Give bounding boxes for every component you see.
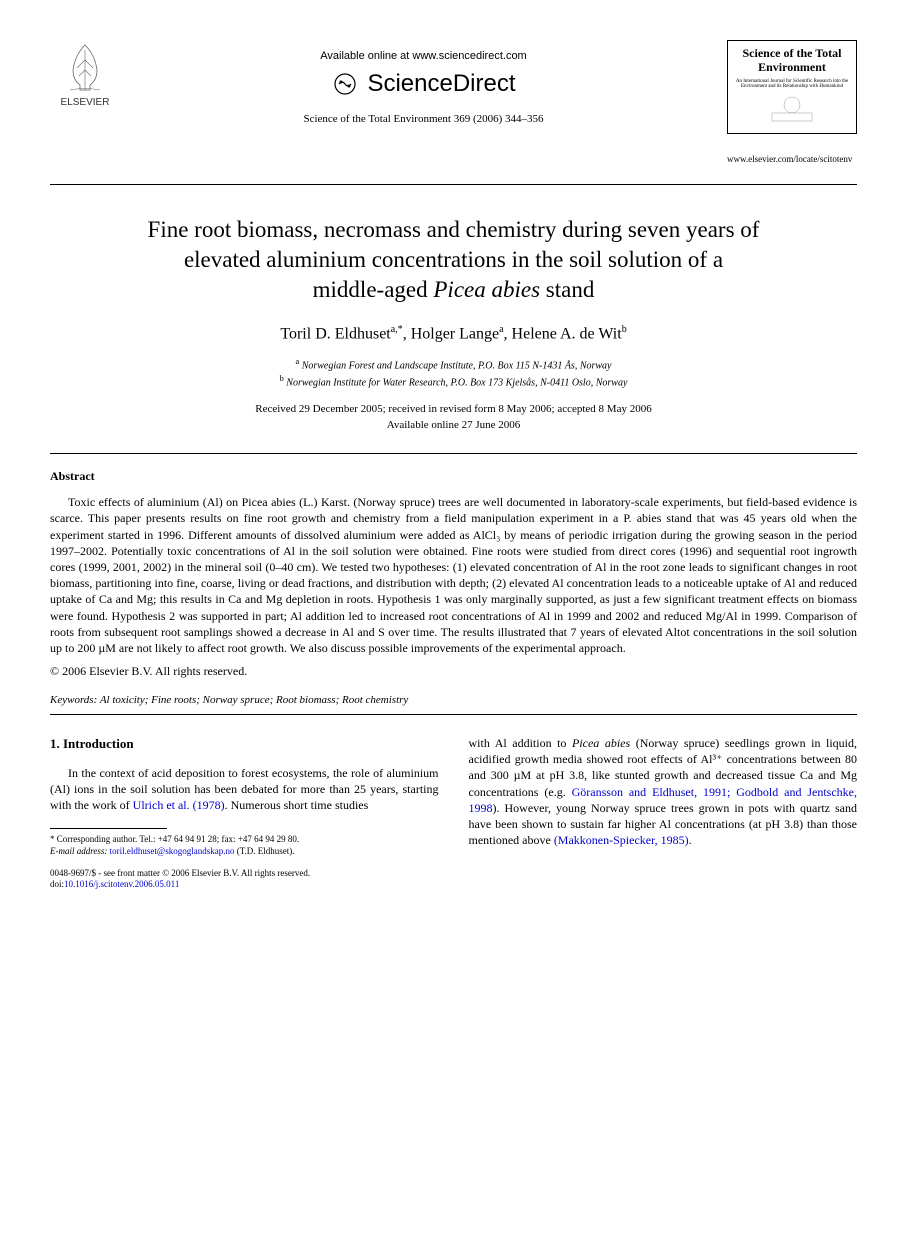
journal-citation: Science of the Total Environment 369 (20… <box>140 113 707 125</box>
journal-url: www.elsevier.com/locate/scitotenv <box>727 154 857 164</box>
column-left: 1. Introduction In the context of acid d… <box>50 735 439 891</box>
keywords-line: Keywords: Al toxicity; Fine roots; Norwa… <box>50 694 857 706</box>
title-line1: Fine root biomass, necromass and chemist… <box>148 217 760 242</box>
article-dates: Received 29 December 2005; received in r… <box>50 402 857 433</box>
center-header: Available online at www.sciencedirect.co… <box>120 40 727 125</box>
footnote-email-label: E-mail address: <box>50 846 107 856</box>
doi-block: 0048-9697/$ - see front matter © 2006 El… <box>50 868 439 891</box>
title-line2: elevated aluminium concentrations in the… <box>184 247 723 272</box>
right-header-block: Science of the Total Environment An Inte… <box>727 40 857 164</box>
dates-line1: Received 29 December 2005; received in r… <box>255 403 651 415</box>
abstract-separator-top <box>50 453 857 454</box>
author-2-sup: a <box>499 324 503 335</box>
doi-label: doi: <box>50 879 64 889</box>
article-title: Fine root biomass, necromass and chemist… <box>50 215 857 305</box>
abstract-separator-bottom <box>50 714 857 715</box>
intro-para-1: In the context of acid deposition to for… <box>50 765 439 814</box>
footnote-separator <box>50 828 167 829</box>
corresponding-footnote: * Corresponding author. Tel.: +47 64 94 … <box>50 834 439 857</box>
body-columns: 1. Introduction In the context of acid d… <box>50 735 857 891</box>
available-online-text: Available online at www.sciencedirect.co… <box>140 50 707 62</box>
footnote-corr: * Corresponding author. Tel.: +47 64 94 … <box>50 834 299 844</box>
copyright: © 2006 Elsevier B.V. All rights reserved… <box>50 664 857 679</box>
intro-para-1-cont: with Al addition to Picea abies (Norway … <box>469 735 858 848</box>
title-line3b: stand <box>540 277 594 302</box>
author-1-sup: a,* <box>391 324 403 335</box>
journal-box-icon <box>767 93 817 123</box>
journal-box: Science of the Total Environment An Inte… <box>727 40 857 134</box>
journal-box-subtitle: An International Journal for Scientific … <box>731 79 853 90</box>
sciencedirect-logo: ScienceDirect <box>140 70 707 98</box>
author-3-sup: b <box>622 324 627 335</box>
sciencedirect-icon <box>331 70 359 98</box>
ref-makkonen[interactable]: (Makkonen-Spiecker, 1985) <box>554 833 689 847</box>
elsevier-label: ELSEVIER <box>61 97 110 108</box>
header-separator <box>50 184 857 185</box>
column-right: with Al addition to Picea abies (Norway … <box>469 735 858 891</box>
author-1: Toril D. Eldhuset <box>280 326 390 343</box>
doi-link[interactable]: 10.1016/j.scitotenv.2006.05.011 <box>64 879 179 889</box>
col2-text1: with Al addition to <box>469 736 572 750</box>
col1-text2: . Numerous short time studies <box>225 798 369 812</box>
ref-ulrich[interactable]: Ulrich et al. (1978) <box>133 798 225 812</box>
affiliation-b: Norwegian Institute for Water Research, … <box>286 377 627 388</box>
title-species: Picea abies <box>433 277 540 302</box>
abstract-heading: Abstract <box>50 469 857 484</box>
elsevier-tree-icon <box>55 40 115 95</box>
affiliations: a Norwegian Forest and Landscape Institu… <box>50 356 857 391</box>
col2-species: Picea abies <box>572 736 630 750</box>
footnote-email[interactable]: toril.eldhuset@skogoglandskap.no <box>110 846 235 856</box>
abstract-body: Toxic effects of aluminium (Al) on Picea… <box>50 494 857 656</box>
dates-line2: Available online 27 June 2006 <box>387 419 521 431</box>
header-top: ELSEVIER Available online at www.science… <box>50 40 857 164</box>
col2-text4: . <box>689 833 692 847</box>
author-2: Holger Lange <box>411 326 499 343</box>
sciencedirect-text: ScienceDirect <box>367 70 515 98</box>
author-3: Helene A. de Wit <box>512 326 622 343</box>
journal-box-name: Science of the Total Environment <box>731 46 853 75</box>
authors: Toril D. Eldhuseta,*, Holger Langea, Hel… <box>50 324 857 343</box>
affiliation-a: Norwegian Forest and Landscape Institute… <box>302 360 612 371</box>
title-line3a: middle-aged <box>313 277 434 302</box>
intro-heading: 1. Introduction <box>50 735 439 753</box>
doi-line1: 0048-9697/$ - see front matter © 2006 El… <box>50 868 310 878</box>
keywords-label: Keywords: <box>50 694 97 706</box>
keywords-text: Al toxicity; Fine roots; Norway spruce; … <box>100 694 408 706</box>
elsevier-logo: ELSEVIER <box>50 40 120 120</box>
footnote-email-name: (T.D. Eldhuset). <box>237 846 295 856</box>
